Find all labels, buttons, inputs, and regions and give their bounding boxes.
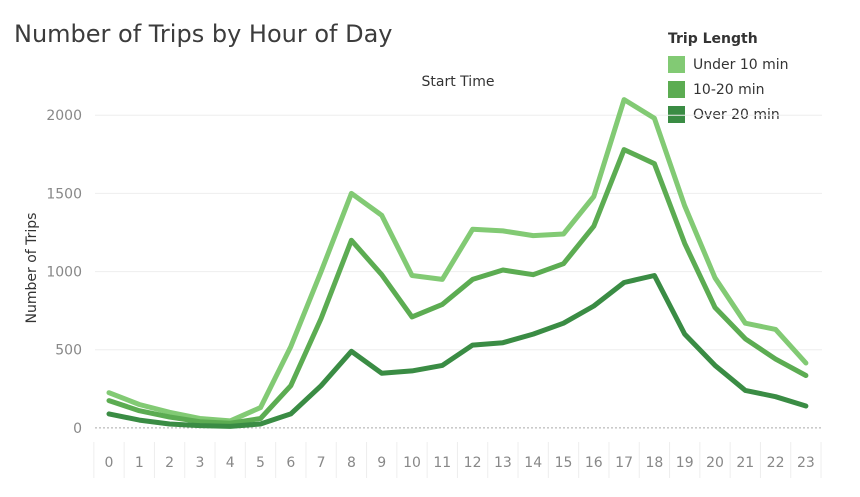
x-tick-label: 21 <box>736 455 754 471</box>
y-axis-ticks: 0 500 1000 1500 2000 <box>46 108 82 437</box>
x-tick-label: 2 <box>165 455 174 471</box>
x-axis-title: Start Time <box>422 74 495 90</box>
x-tick-label: 0 <box>105 455 114 471</box>
legend-label: Under 10 min <box>693 56 789 73</box>
legend-swatch <box>668 81 685 98</box>
x-tick-label: 9 <box>377 455 386 471</box>
x-tick-label: 6 <box>286 455 295 471</box>
x-tick-label: 5 <box>256 455 265 471</box>
y-axis-title: Number of Trips <box>24 213 40 324</box>
legend-swatch <box>668 56 685 73</box>
y-tick-label: 1000 <box>46 265 82 281</box>
x-tick-label: 13 <box>494 455 512 471</box>
y-tick-label: 500 <box>55 343 82 359</box>
x-tick-label: 18 <box>645 455 663 471</box>
series-line[interactable] <box>106 273 809 429</box>
legend-item-over-20[interactable]: Over 20 min <box>668 102 789 127</box>
x-tick-label: 20 <box>706 455 724 471</box>
x-tick-label: 22 <box>767 455 785 471</box>
legend: Trip Length Under 10 min 10-20 min Over … <box>668 31 789 127</box>
x-tick-label: 4 <box>226 455 235 471</box>
x-tick-label: 3 <box>195 455 204 471</box>
x-tick-label: 15 <box>555 455 573 471</box>
x-tick-label: 8 <box>347 455 356 471</box>
legend-swatch <box>668 106 685 123</box>
x-tick-label: 14 <box>524 455 542 471</box>
x-tick-label: 12 <box>464 455 482 471</box>
x-axis-ticks: 0 1 2 3 4 5 6 7 8 9 10 11 12 13 14 15 16 17 18 19 20 21 22 23 <box>105 455 815 471</box>
chart-title: Number of Trips by Hour of Day <box>14 20 393 48</box>
legend-title: Trip Length <box>668 31 758 47</box>
y-tick-label: 1500 <box>46 186 82 202</box>
x-tick-label: 7 <box>317 455 326 471</box>
legend-item-10-20[interactable]: 10-20 min <box>668 77 789 102</box>
legend-label: 10-20 min <box>693 81 765 98</box>
legend-label: Over 20 min <box>693 106 780 123</box>
x-tick-label: 19 <box>676 455 694 471</box>
x-tick-label: 23 <box>797 455 815 471</box>
series-lines <box>106 97 809 429</box>
series-line[interactable] <box>106 147 809 426</box>
x-tick-label: 1 <box>135 455 144 471</box>
series-line[interactable] <box>106 97 809 424</box>
x-tick-label: 16 <box>585 455 603 471</box>
x-tick-label: 10 <box>403 455 421 471</box>
x-tick-label: 11 <box>433 455 451 471</box>
y-tick-label: 0 <box>73 421 82 437</box>
y-tick-label: 2000 <box>46 108 82 124</box>
legend-item-under-10[interactable]: Under 10 min <box>668 52 789 77</box>
x-tick-label: 17 <box>615 455 633 471</box>
